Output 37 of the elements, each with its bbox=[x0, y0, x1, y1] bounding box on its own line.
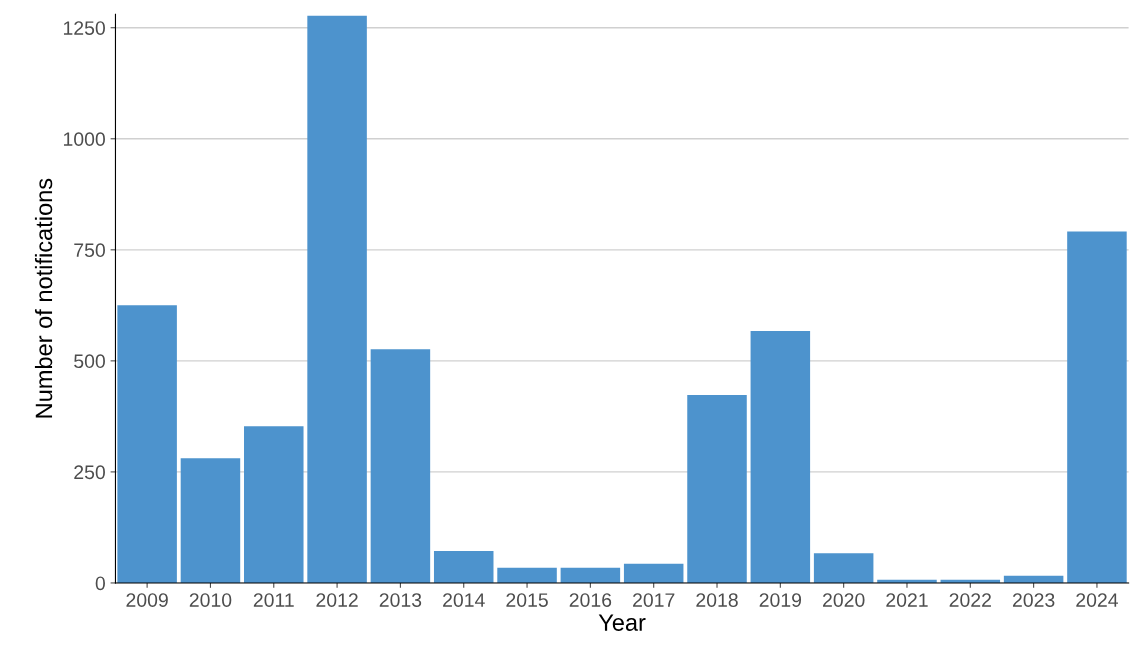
x-tick-label: 2014 bbox=[443, 593, 485, 607]
y-tick-label: 750 bbox=[74, 243, 105, 258]
x-tick-label: 2016 bbox=[569, 593, 612, 607]
bar bbox=[1067, 231, 1127, 583]
bar bbox=[370, 349, 431, 583]
bar bbox=[623, 563, 684, 583]
y-tick-label: 0 bbox=[95, 576, 105, 591]
bar bbox=[117, 305, 177, 583]
x-tick-label: 2021 bbox=[886, 593, 928, 607]
x-tick-label: 2012 bbox=[316, 593, 358, 607]
bar bbox=[497, 567, 557, 583]
y-axis-title: Number of notifications bbox=[34, 178, 53, 418]
x-tick-label: 2020 bbox=[823, 593, 865, 607]
y-tick-label: 250 bbox=[74, 465, 105, 480]
x-tick-label: 2011 bbox=[253, 593, 294, 607]
y-tick-label: 1000 bbox=[63, 132, 105, 147]
x-tick-label: 2022 bbox=[949, 593, 991, 607]
y-tick-label: 1250 bbox=[63, 21, 105, 35]
x-tick-label: 2015 bbox=[506, 593, 548, 607]
x-tick-label: 2009 bbox=[126, 593, 168, 607]
bar bbox=[307, 15, 367, 583]
x-tick-label: 2010 bbox=[189, 593, 232, 607]
bar bbox=[813, 553, 874, 583]
x-axis-title: Year bbox=[598, 614, 646, 631]
x-tick-label: 2019 bbox=[759, 593, 802, 607]
bar bbox=[433, 550, 494, 583]
bar bbox=[560, 567, 621, 583]
x-tick-label: 2023 bbox=[1012, 593, 1055, 607]
y-tick-label: 500 bbox=[74, 354, 105, 369]
bar bbox=[687, 395, 747, 583]
x-tick-label: 2017 bbox=[633, 593, 675, 607]
bar bbox=[180, 458, 241, 583]
x-tick-label: 2013 bbox=[379, 593, 422, 607]
x-tick-label: 2024 bbox=[1076, 593, 1118, 607]
bar bbox=[750, 331, 811, 583]
bar bbox=[244, 426, 304, 583]
x-tick-label: 2018 bbox=[696, 593, 738, 607]
